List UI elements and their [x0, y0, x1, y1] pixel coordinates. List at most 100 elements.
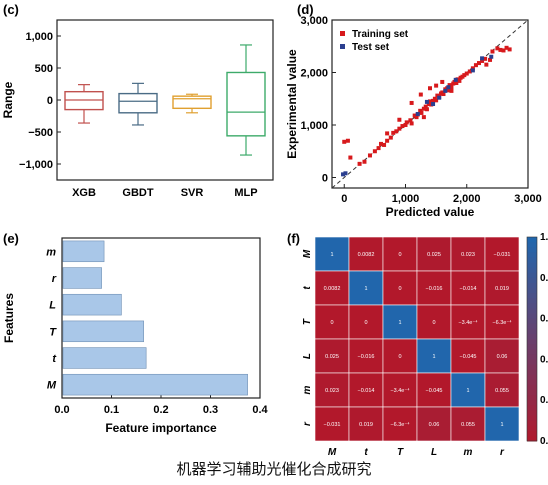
panel-f-cell-value: 0.023	[461, 252, 475, 258]
panel-f-cell-value: 0	[398, 286, 401, 292]
panel-d-point-training	[372, 149, 377, 154]
panel-d-point-training	[388, 135, 393, 140]
panel-d-point-training	[441, 92, 446, 97]
panel-c-y-tick-label: 0	[47, 95, 53, 107]
panel-f-cell-value: 1	[364, 286, 367, 292]
panel-f-cell-value: 0.06	[497, 354, 508, 360]
panel-d-point-training	[418, 92, 423, 97]
panel-c-x-tick-label: XGB	[72, 187, 96, 199]
panel-f-cell-value: 1	[432, 354, 435, 360]
panel-f-cell-value: −6.3e⁻⁴	[492, 319, 512, 326]
panel-d-point-training	[382, 142, 387, 147]
panel-f-cell	[382, 338, 418, 374]
panel-e-ticks: 0.0 0.1 0.2 0.3 0.4 m r L Tt M	[46, 246, 268, 416]
panel-f-cell	[450, 372, 486, 408]
panel-f-cell-value: −0.016	[358, 354, 375, 360]
panel-d-point-test	[489, 54, 494, 59]
panel-f-cell-value: 0.0082	[324, 286, 341, 292]
panel-f-colorbar-frame	[526, 236, 538, 442]
panel-f-colorbar-segment	[527, 415, 537, 422]
panel-e-bar	[62, 293, 122, 316]
panel-d-point-training	[423, 104, 428, 109]
panel-d-point-training	[495, 46, 500, 51]
panel-f-x-label: m	[464, 447, 473, 458]
panel-d-y-tick-label: 1,000	[300, 120, 328, 132]
panel-f-cell	[314, 270, 350, 306]
panel-f-x-label: L	[431, 447, 437, 458]
panel-f-x-label: r	[500, 447, 505, 458]
panel-d-point-training	[480, 58, 485, 63]
panel-d-x-tick-label: 3,000	[514, 193, 542, 205]
panel-d-point-training	[408, 118, 413, 123]
panel-d-point-training	[483, 56, 488, 61]
panel-d-point-training	[484, 62, 489, 67]
panel-f-colorbar-segment	[527, 369, 537, 376]
panel-f-cell-value: 0	[432, 320, 435, 326]
panel-f-cell-value: 1	[500, 422, 503, 428]
panel-e-x-axis-title: Feature importance	[105, 421, 217, 435]
panel-d-point-training	[348, 155, 353, 160]
panel-e-bar-chart: (e) Features Feature importance 0.0 0.1 0.…	[2, 231, 269, 435]
panel-f-cell-value: 0.019	[359, 422, 373, 428]
panel-f-cell-value: 0	[398, 354, 401, 360]
panel-f-cell-value: −0.045	[426, 388, 443, 394]
panel-c-letter: (c)	[3, 2, 19, 17]
panel-e-y-tick-label: M	[47, 380, 57, 392]
panel-e-y-tick-label: L	[49, 300, 56, 312]
panel-c-boxes	[64, 44, 266, 156]
panel-f-y-label: M	[302, 249, 313, 258]
panel-f-cell	[450, 270, 486, 306]
panel-d-point-training	[409, 121, 414, 126]
panel-f-cell	[382, 372, 418, 408]
panel-d-point-test	[446, 85, 451, 90]
panel-e-bar	[62, 320, 144, 343]
panel-c-box	[226, 71, 266, 137]
panel-d-point-training	[434, 98, 439, 103]
panel-f-cell-value: 0.055	[461, 422, 475, 428]
panel-f-cell-value: −0.031	[324, 422, 341, 428]
panel-f-colorbar-segment	[527, 364, 537, 371]
panel-f-cell-value: −0.016	[426, 286, 443, 292]
panel-c-y-tick-label: −500	[28, 127, 53, 139]
panel-f-cell	[484, 406, 520, 442]
panel-d-ticks: 0 0 1,000 1,000 2,000 2,000 3,000 3,000	[300, 15, 541, 205]
panel-f-colorbar-segment	[527, 379, 537, 386]
panel-d-point-training	[385, 138, 390, 143]
panel-d-point-test	[437, 95, 442, 100]
panel-d-x-tick-label: 1,000	[392, 193, 420, 205]
panel-e-x-tick-label: 0.3	[203, 404, 218, 416]
panel-d-point-training	[454, 81, 459, 85]
panel-f-cell-value: −0.014	[460, 286, 477, 292]
panel-c-y-ticks: 1,000 500 0 −500 −1,000	[19, 31, 61, 171]
panel-d-point-training	[440, 79, 445, 84]
panel-f-colorbar-segment	[527, 293, 537, 299]
panel-f-cell-value: 0.025	[325, 354, 339, 360]
panel-e-x-tick-label: 0.4	[252, 404, 268, 416]
panel-d-point-training	[428, 99, 432, 104]
panel-f-colorbar-segment	[527, 374, 537, 381]
panel-f-cell	[348, 270, 384, 306]
panel-d-points	[341, 45, 512, 177]
panel-d-point-training	[379, 141, 383, 146]
panel-f-colorbar-segment	[527, 430, 537, 437]
panel-f-cell	[314, 236, 350, 272]
panel-f-cell-value: −0.014	[358, 388, 375, 394]
panel-d-point-training	[477, 61, 481, 66]
panel-f-colorbar-tick-label: 0.4	[540, 354, 548, 365]
panel-f-colorbar-segment	[527, 318, 537, 325]
panel-e-y-axis-title: Features	[2, 293, 16, 343]
panel-f-x-label: t	[364, 447, 368, 458]
panel-d-point-training	[414, 115, 419, 120]
panel-f-colorbar-segment	[527, 349, 537, 355]
panel-f-cell	[416, 338, 452, 374]
panel-f-colorbar-segment	[527, 323, 537, 330]
panel-f-colorbar-segment	[527, 410, 537, 416]
panel-f-colorbar-segment	[527, 267, 537, 274]
panel-f-colorbar-segment	[527, 395, 537, 401]
panel-d-point-training	[473, 63, 478, 68]
panel-f-colorbar-segment	[527, 313, 537, 320]
panel-d-point-test	[470, 68, 475, 73]
panel-f-cell	[314, 406, 350, 442]
panel-d-y-axis-title: Experimental value	[285, 49, 299, 159]
